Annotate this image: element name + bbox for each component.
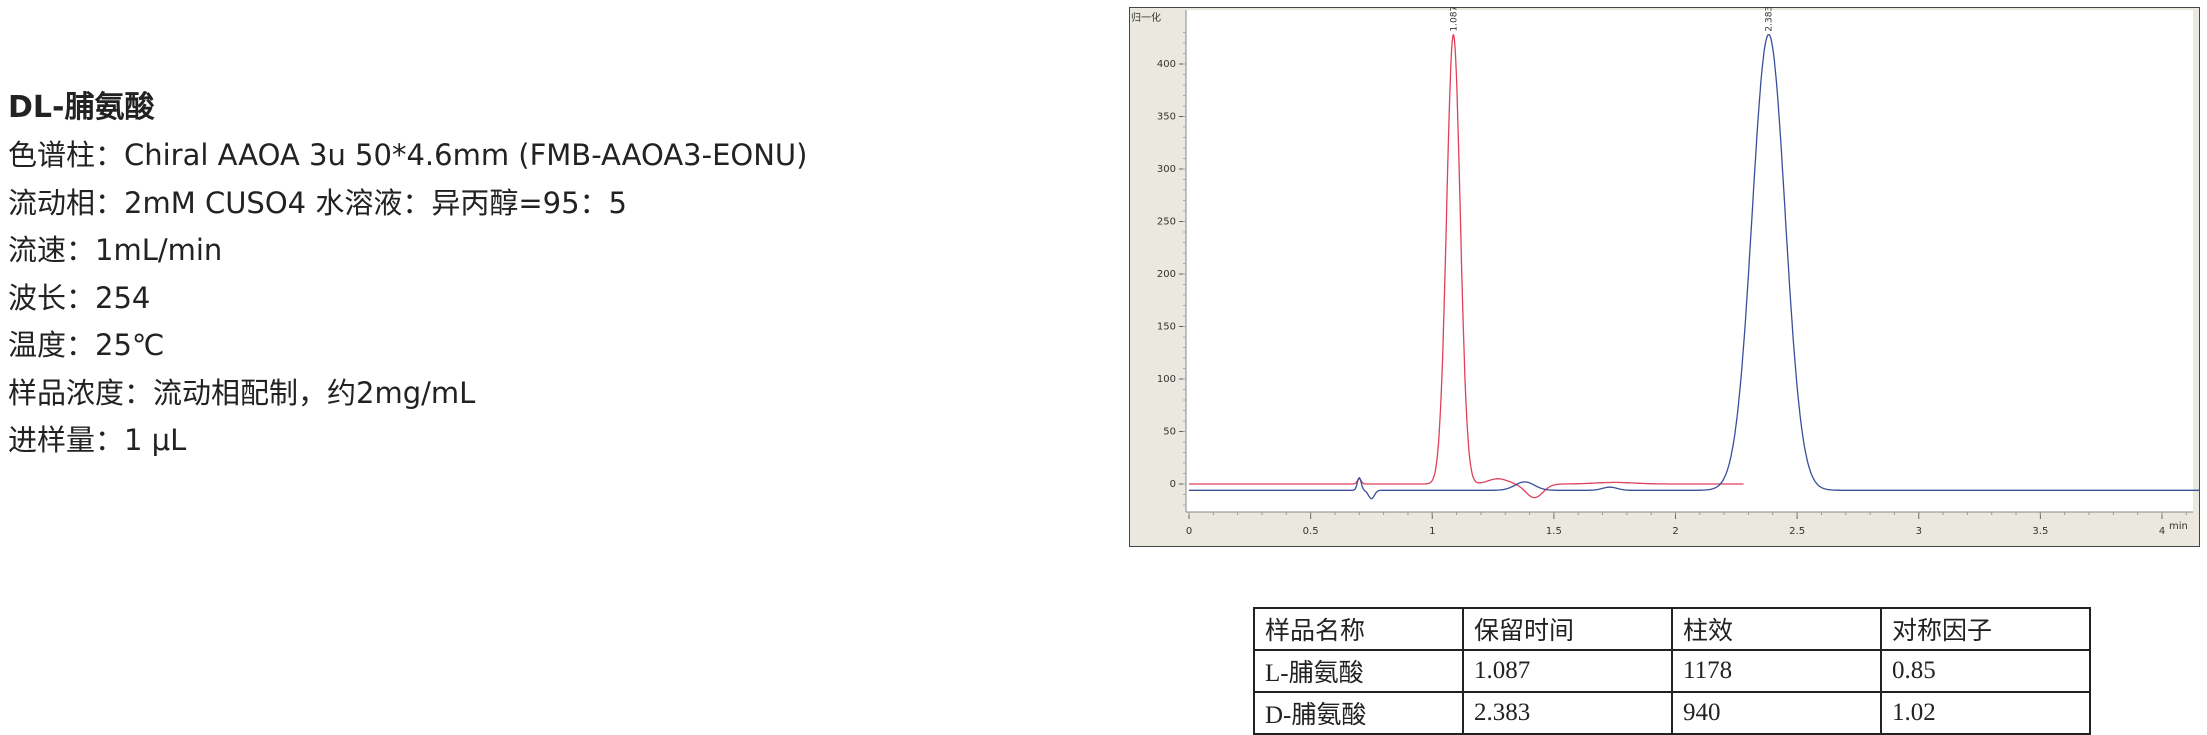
table-cell: 0.85 bbox=[1880, 649, 2091, 693]
header-cell: 柱效 bbox=[1671, 607, 1882, 651]
y-axis-label: 归一化 bbox=[1131, 11, 1161, 24]
y-tick-label: 0 bbox=[1170, 479, 1176, 490]
table-cell: D-脯氨酸 bbox=[1253, 691, 1464, 735]
plot-area bbox=[1186, 10, 2193, 512]
table-cell: 1.087 bbox=[1462, 649, 1673, 693]
table-row: L-脯氨酸 1.087 1178 0.85 bbox=[1253, 649, 2091, 693]
y-tick-label: 200 bbox=[1157, 269, 1176, 280]
x-tick-label: 4 bbox=[2159, 526, 2165, 537]
results-table: 样品名称 保留时间 柱效 对称因子 L-脯氨酸 1.087 1178 0.85 … bbox=[1253, 607, 2091, 735]
x-tick-label: 0 bbox=[1186, 526, 1192, 537]
table-cell: 1178 bbox=[1671, 649, 1882, 693]
x-tick-label: 2 bbox=[1672, 526, 1678, 537]
y-tick-label: 300 bbox=[1157, 164, 1176, 175]
trace-blue bbox=[1189, 33, 2200, 500]
y-tick-label: 100 bbox=[1157, 374, 1176, 385]
table-row: D-脯氨酸 2.383 940 1.02 bbox=[1253, 691, 2091, 735]
header-cell: 保留时间 bbox=[1462, 607, 1673, 651]
y-tick-label: 350 bbox=[1157, 112, 1176, 123]
y-tick-label: 50 bbox=[1163, 427, 1176, 438]
header-cell: 样品名称 bbox=[1253, 607, 1464, 651]
x-tick-label: 1 bbox=[1429, 526, 1435, 537]
compound-title: DL-脯氨酸 bbox=[8, 90, 155, 125]
method-info: DL-脯氨酸 色谱柱：Chiral AAOA 3u 50*4.6mm (FMB-… bbox=[8, 84, 807, 465]
x-tick-label: 3 bbox=[1916, 526, 1922, 537]
wavelength-info: 波长：254 bbox=[8, 280, 151, 315]
peak-label: 1.087 bbox=[1449, 7, 1459, 32]
injection-volume-info: 进样量：1 μL bbox=[8, 423, 187, 457]
peak-label: 2.383 bbox=[1765, 7, 1775, 32]
y-tick-label: 150 bbox=[1157, 322, 1176, 333]
chromatogram: 归一化 min 0 0.5 1 1.5 2 2.5 3 3.5 4 0 50 100 150 200 250… bbox=[1129, 7, 2200, 547]
table-cell: 2.383 bbox=[1462, 691, 1673, 735]
sample-concentration-info: 样品浓度：流动相配制，约2mg/mL bbox=[8, 375, 476, 410]
column-info: 色谱柱：Chiral AAOA 3u 50*4.6mm (FMB-AAOA3-E… bbox=[8, 138, 808, 172]
table-cell: 1.02 bbox=[1880, 691, 2091, 735]
y-tick-label: 250 bbox=[1157, 217, 1176, 228]
x-axis-unit: min bbox=[2169, 521, 2188, 532]
table-header-row: 样品名称 保留时间 柱效 对称因子 bbox=[1253, 607, 2091, 651]
header-cell: 对称因子 bbox=[1880, 607, 2091, 651]
x-tick-label: 2.5 bbox=[1789, 526, 1805, 537]
flow-rate-info: 流速：1mL/min bbox=[8, 233, 223, 267]
table-cell: L-脯氨酸 bbox=[1253, 649, 1464, 693]
x-tick-label: 1.5 bbox=[1546, 526, 1562, 537]
x-tick-label: 0.5 bbox=[1303, 526, 1319, 537]
temperature-info: 温度：25℃ bbox=[8, 328, 165, 362]
mobile-phase-info: 流动相：2mM CUSO4 水溶液：异丙醇=95：5 bbox=[8, 185, 627, 220]
trace-red bbox=[1189, 34, 1744, 499]
y-tick-label: 400 bbox=[1157, 59, 1176, 70]
table-cell: 940 bbox=[1671, 691, 1882, 735]
x-tick-label: 3.5 bbox=[2032, 526, 2048, 537]
